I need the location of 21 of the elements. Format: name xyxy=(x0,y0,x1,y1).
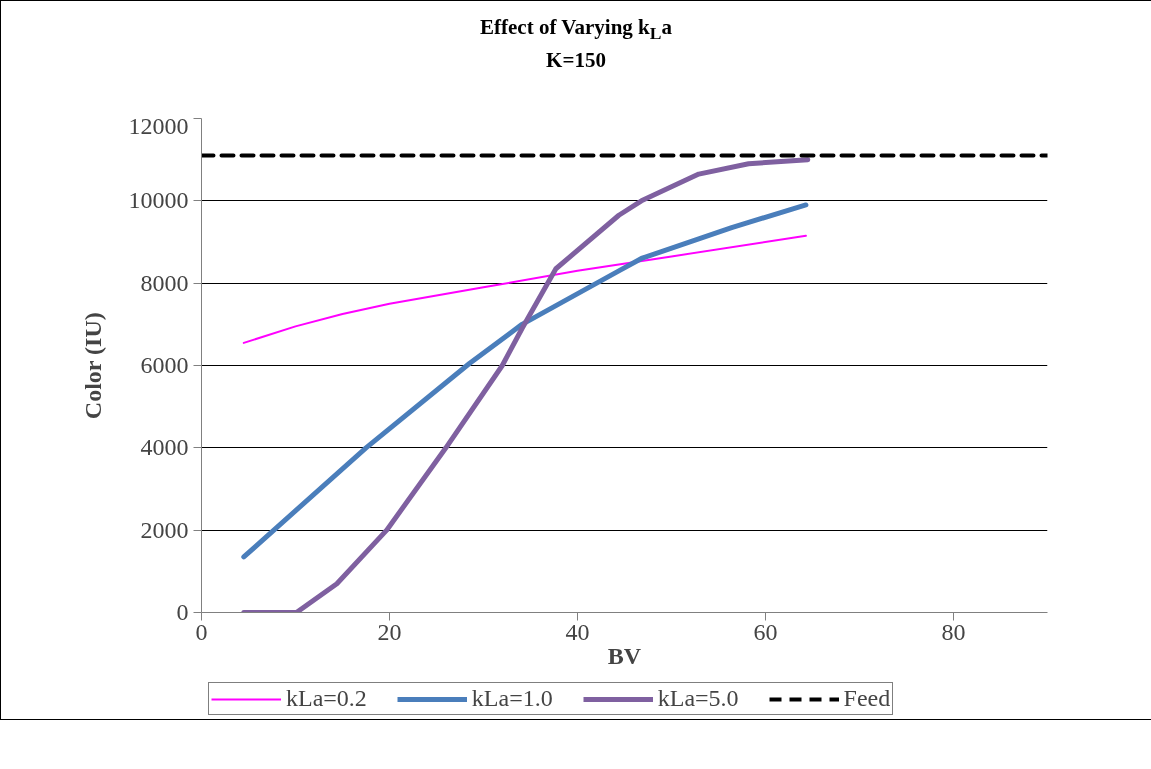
line-series xyxy=(242,234,807,344)
y-axis-title: Color (IU) xyxy=(79,312,106,420)
y-tick-label: 0 xyxy=(176,599,189,625)
x-tick-label: 40 xyxy=(565,618,590,645)
y-tick-label: 6000 xyxy=(140,352,189,378)
y-tick-label: 2000 xyxy=(140,516,189,543)
y-tick-label: 12000 xyxy=(128,112,189,139)
legend-label: kLa=1.0 xyxy=(471,685,553,712)
chart-title: Effect of Varying k$_{L}$a xyxy=(480,15,672,44)
y-tick-label: 4000 xyxy=(140,434,189,461)
x-axis-title: BV xyxy=(607,642,642,669)
chart-subtitle: K=150 xyxy=(546,47,606,72)
x-tick-label: 60 xyxy=(753,618,778,645)
legend-label: Feed xyxy=(843,685,891,712)
x-tick-label: 80 xyxy=(941,618,966,645)
x-tick-label: 0 xyxy=(195,618,208,645)
y-tick-label: 10000 xyxy=(128,187,189,214)
legend-label: kLa=0.2 xyxy=(286,685,367,712)
x-tick-label: 20 xyxy=(377,618,402,645)
legend-label: kLa=5.0 xyxy=(657,685,739,712)
y-tick-label: 8000 xyxy=(140,269,189,296)
